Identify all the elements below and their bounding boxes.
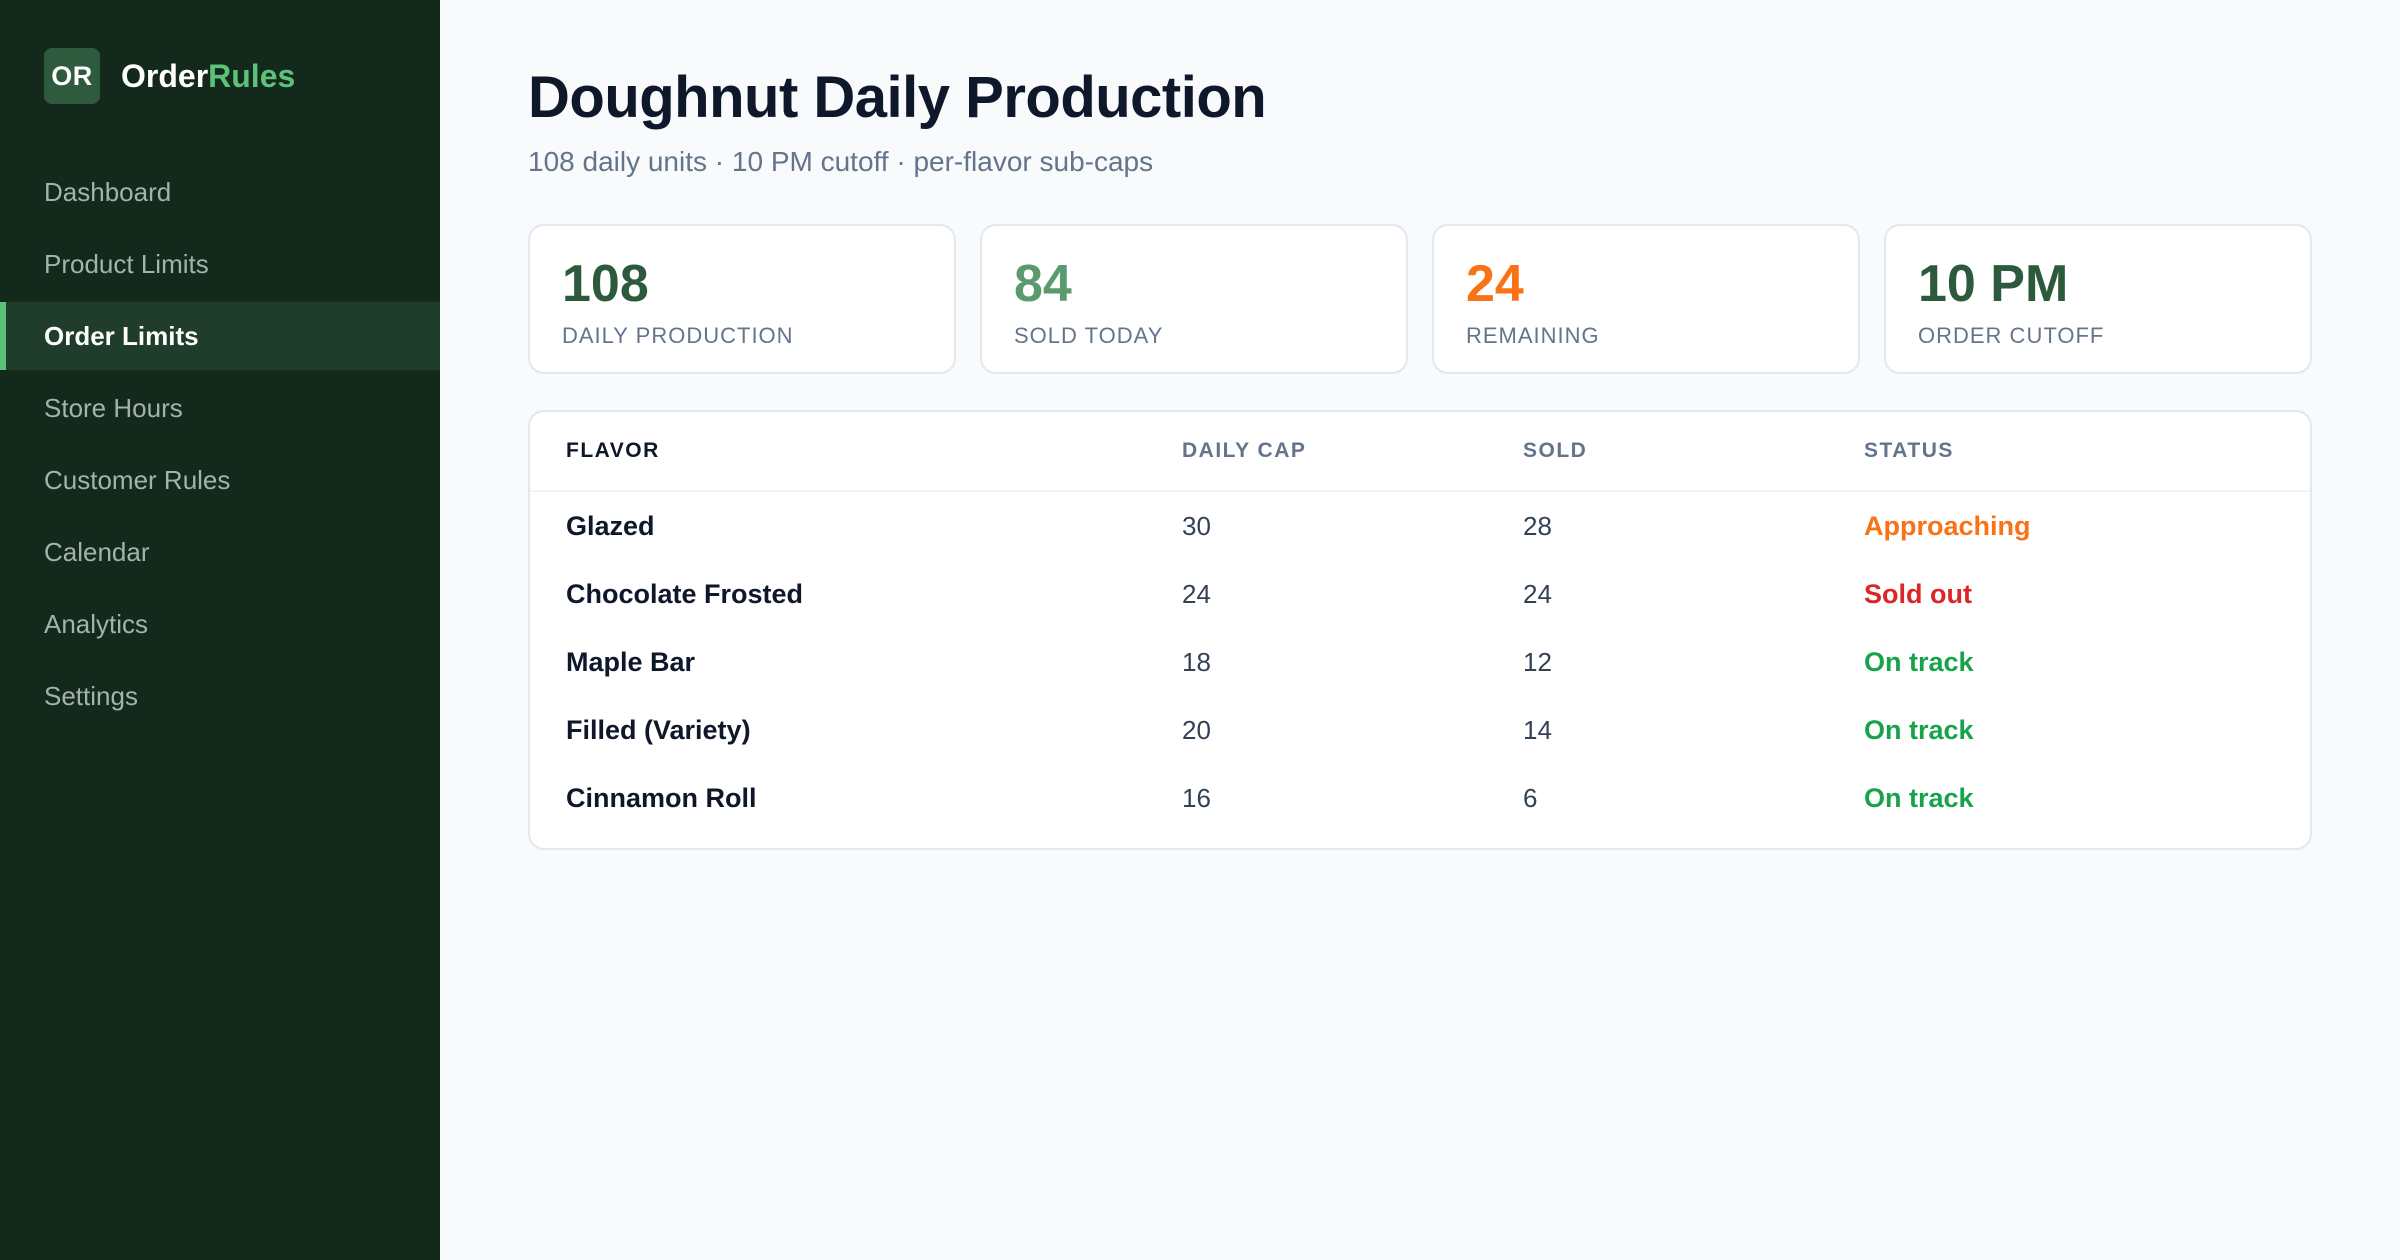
brand-name-part1: Order: [121, 57, 209, 94]
stat-value: 10 PM: [1918, 255, 2069, 313]
flavor-table: FLAVOR DAILY CAP SOLD STATUS Glazed 30 2…: [528, 410, 2312, 850]
table-row[interactable]: Maple Bar 18 12 On track: [530, 628, 2310, 696]
sidebar-item-store-hours[interactable]: Store Hours: [44, 392, 183, 423]
table-row[interactable]: Chocolate Frosted 24 24 Sold out: [530, 560, 2310, 628]
sold-cell: 14: [1523, 714, 1552, 745]
stat-label: REMAINING: [1466, 323, 1600, 349]
table-header: FLAVOR DAILY CAP SOLD STATUS: [530, 412, 2310, 492]
sidebar-item-calendar[interactable]: Calendar: [44, 536, 150, 567]
flavor-cell: Maple Bar: [566, 646, 696, 677]
flavor-cell: Glazed: [566, 510, 655, 541]
brand-name: OrderRules: [121, 58, 295, 95]
stat-label: ORDER CUTOFF: [1918, 323, 2105, 349]
stat-card-remaining: 24 REMAINING: [1432, 224, 1860, 374]
sidebar-nav: Dashboard Product Limits Order Limits St…: [0, 158, 440, 734]
sold-cell: 6: [1523, 782, 1538, 813]
page-subtitle: 108 daily units · 10 PM cutoff · per-fla…: [528, 146, 1154, 177]
sold-cell: 28: [1523, 510, 1552, 541]
column-header-flavor[interactable]: FLAVOR: [566, 439, 660, 462]
status-cell: Sold out: [1864, 578, 1972, 609]
column-header-status[interactable]: STATUS: [1864, 439, 1954, 462]
stat-value: 24: [1466, 255, 1524, 313]
stat-value: 84: [1014, 255, 1072, 313]
sold-cell: 12: [1523, 646, 1552, 677]
stat-card-order-cutoff: 10 PM ORDER CUTOFF: [1884, 224, 2312, 374]
status-cell: On track: [1864, 714, 1974, 745]
column-header-daily-cap[interactable]: DAILY CAP: [1182, 439, 1307, 462]
sidebar-item-product-limits[interactable]: Product Limits: [44, 248, 209, 279]
daily-cap-cell: 24: [1182, 578, 1211, 609]
sidebar-item-settings[interactable]: Settings: [44, 680, 138, 711]
stat-label: DAILY PRODUCTION: [562, 323, 794, 349]
sidebar-item-dashboard[interactable]: Dashboard: [44, 176, 172, 207]
brand[interactable]: OR OrderRules: [44, 48, 295, 104]
sidebar: OR OrderRules Dashboard Product Limits O…: [0, 0, 440, 1260]
stat-card-sold-today: 84 SOLD TODAY: [980, 224, 1408, 374]
flavor-cell: Cinnamon Roll: [566, 782, 757, 813]
table-row[interactable]: Glazed 30 28 Approaching: [530, 492, 2310, 560]
table-row[interactable]: Cinnamon Roll 16 6 On track: [530, 764, 2310, 832]
sidebar-item-analytics[interactable]: Analytics: [44, 608, 149, 639]
daily-cap-cell: 16: [1182, 782, 1211, 813]
stat-label: SOLD TODAY: [1014, 323, 1164, 349]
status-cell: On track: [1864, 646, 1974, 677]
flavor-cell: Chocolate Frosted: [566, 578, 804, 609]
column-header-sold[interactable]: SOLD: [1523, 439, 1588, 462]
page-title: Doughnut Daily Production: [528, 65, 1267, 130]
stat-card-daily-production: 108 DAILY PRODUCTION: [528, 224, 956, 374]
stats-row: 108 DAILY PRODUCTION 84 SOLD TODAY 24 RE…: [528, 224, 2312, 374]
sold-cell: 24: [1523, 578, 1552, 609]
table-row[interactable]: Filled (Variety) 20 14 On track: [530, 696, 2310, 764]
flavor-cell: Filled (Variety): [566, 714, 751, 745]
sidebar-item-customer-rules[interactable]: Customer Rules: [44, 464, 231, 495]
status-cell: Approaching: [1864, 510, 2031, 541]
brand-name-part2: Rules: [208, 57, 296, 94]
status-cell: On track: [1864, 782, 1974, 813]
daily-cap-cell: 20: [1182, 714, 1211, 745]
daily-cap-cell: 30: [1182, 510, 1211, 541]
daily-cap-cell: 18: [1182, 646, 1211, 677]
brand-logo: OR: [44, 48, 100, 104]
sidebar-item-order-limits[interactable]: Order Limits: [0, 302, 440, 370]
stat-value: 108: [562, 255, 649, 313]
